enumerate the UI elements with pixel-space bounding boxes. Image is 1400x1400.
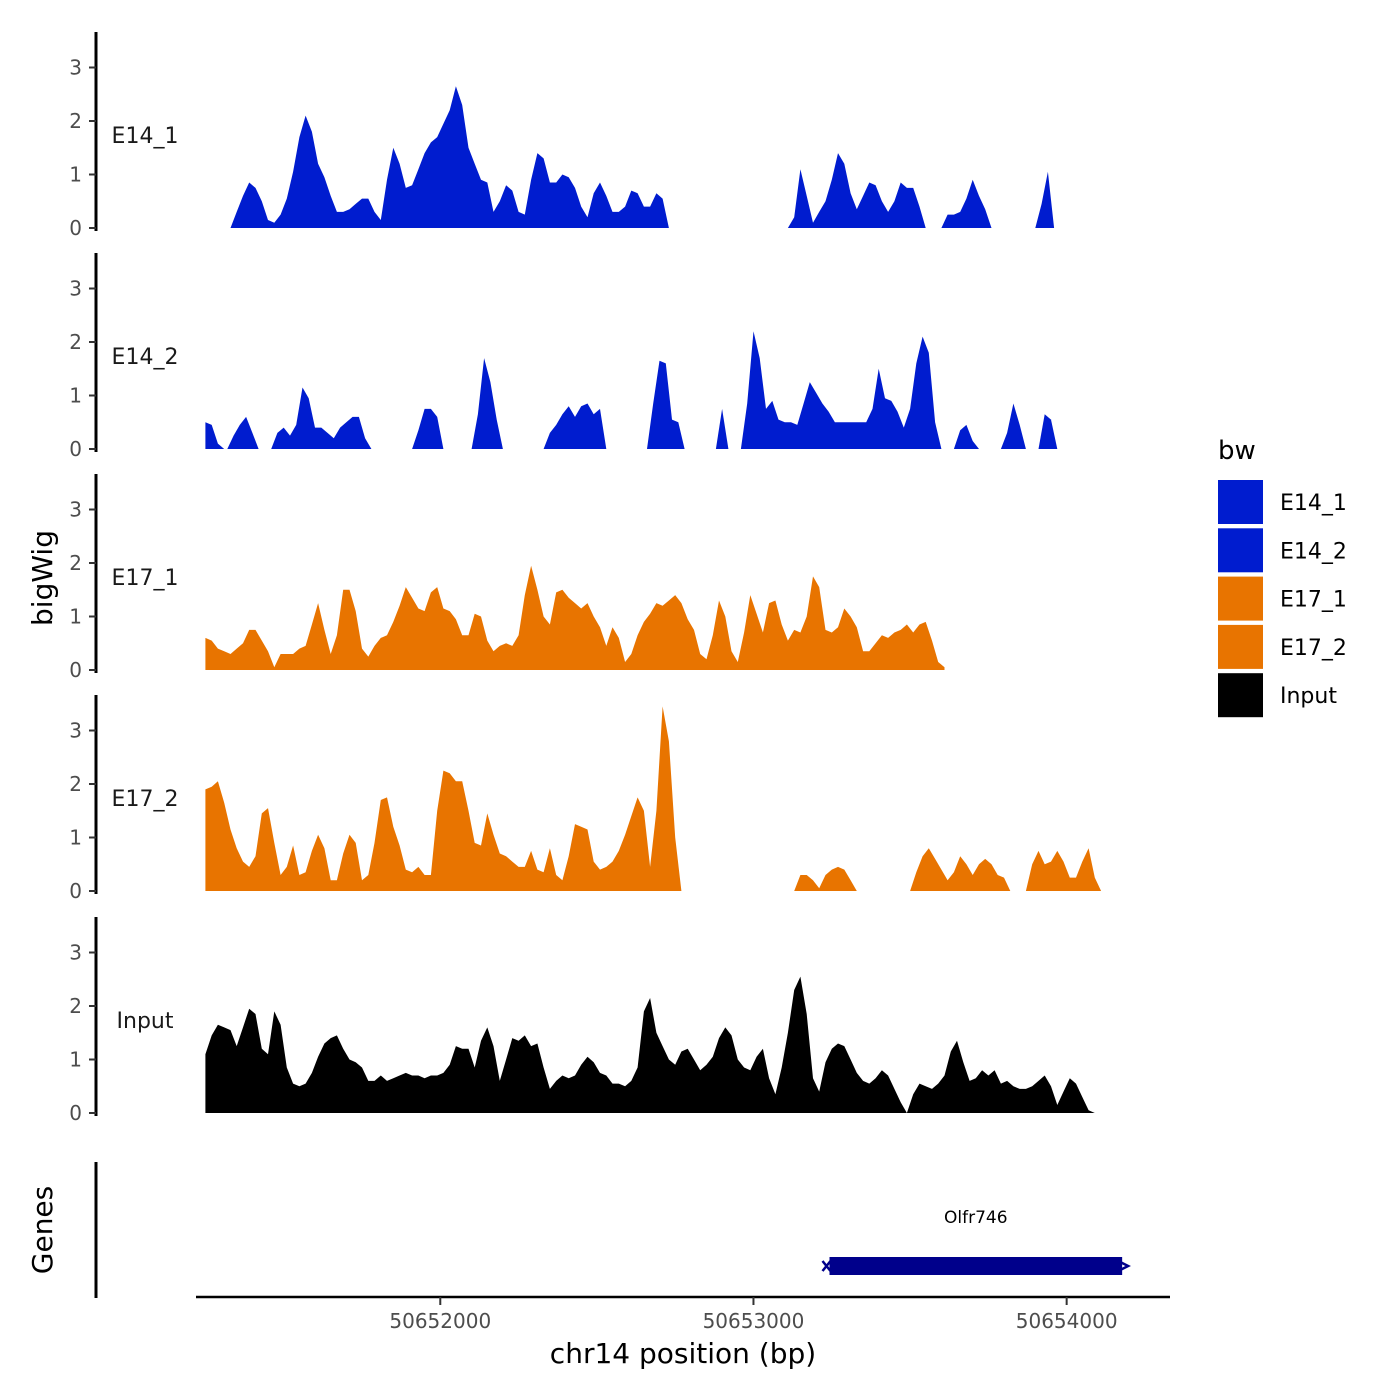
y-tick-label-e14-1-3: 3 [69, 56, 82, 80]
legend-items: E14_1 E14_2 E17_1 E17_2 Input [1218, 480, 1347, 718]
legend-swatch-e17-2 [1218, 624, 1263, 669]
y-tick-label-e17-2-0: 0 [69, 879, 82, 903]
y-tick-label-e17-2-3: 3 [69, 719, 82, 743]
legend-label-e17-1: E17_1 [1280, 588, 1347, 613]
area-e17-1-segment-1 [205, 565, 945, 670]
area-e14-2-segment-12 [1038, 414, 1058, 449]
x-ticks: 50652000 50653000 50654000 [389, 1297, 1118, 1333]
gene-body-olfr746 [829, 1257, 1123, 1275]
area-e14-2-segment-4 [412, 408, 444, 449]
x-tick-label-50652000: 50652000 [389, 1309, 491, 1333]
legend-swatch-input [1218, 673, 1263, 718]
area-e14-1-segment-3 [787, 153, 926, 228]
y-axis-title: bigWig [26, 530, 59, 626]
panel-e17-1: 0 1 2 3 E17_1 [69, 474, 945, 682]
area-e14-2-segment-3 [271, 387, 372, 449]
panel-label-e14-1: E14_1 [112, 124, 179, 149]
y-tick-label-e14-2-3: 3 [69, 277, 82, 301]
y-tick-label-e17-1-0: 0 [69, 658, 82, 682]
legend-label-e14-1: E14_1 [1280, 491, 1347, 516]
area-e17-2-segment-4 [1025, 848, 1102, 891]
panel-label-e14-2: E14_2 [112, 345, 179, 370]
legend: bw E14_1 E14_2 E17_1 E17_2 Input [1218, 436, 1347, 718]
legend-label-input: Input [1280, 684, 1337, 709]
y-tick-label-e14-1-1: 1 [69, 163, 82, 187]
gene-label-olfr746: Olfr746 [944, 1208, 1008, 1228]
y-tick-label-input-3: 3 [69, 941, 82, 965]
area-e14-1-segment-4 [941, 179, 992, 228]
area-input-segment-1 [205, 976, 1095, 1113]
y-tick-label-e14-2-1: 1 [69, 384, 82, 408]
y-tick-label-e14-2-0: 0 [69, 437, 82, 461]
x-tick-label-50653000: 50653000 [703, 1309, 805, 1333]
x-axis: 50652000 50653000 50654000 chr14 position … [196, 1295, 1170, 1370]
area-e14-2-segment-9 [740, 331, 942, 449]
area-e14-2-segment-5 [471, 358, 503, 449]
panel-input: 0 1 2 3 Input [69, 917, 1095, 1125]
panel-e17-2: 0 1 2 3 E17_2 [69, 695, 1102, 903]
area-e14-1-segment-2 [230, 86, 669, 228]
y-tick-label-e14-2-2: 2 [69, 330, 82, 354]
y-tick-label-input-0: 0 [69, 1101, 82, 1125]
panel-label-e17-1: E17_1 [112, 566, 179, 591]
x-axis-title: chr14 position (bp) [550, 1337, 816, 1370]
track-panels: 0 1 2 3 E14_1 0 1 2 3 E14_2 0 1 2 3 E17_1 0 1 2 3 E17_2 0 1 2 3… [69, 32, 1102, 1125]
gene-strand-marker-left [821, 1260, 832, 1272]
area-e14-2-segment-11 [1000, 403, 1026, 449]
area-e17-2-segment-2 [794, 866, 857, 891]
legend-title: bw [1218, 436, 1256, 466]
y-tick-label-e17-1-2: 2 [69, 551, 82, 575]
legend-swatch-e14-1 [1218, 480, 1263, 524]
panel-label-e17-2: E17_2 [112, 787, 179, 812]
legend-swatch-e17-1 [1218, 576, 1263, 621]
gene-strand-marker-right [1119, 1260, 1131, 1272]
area-e17-2-segment-1 [205, 706, 682, 891]
gene-track: Olfr746 Genes [26, 1162, 1131, 1298]
panel-e14-1: 0 1 2 3 E14_1 [69, 32, 1055, 240]
y-tick-label-e17-1-3: 3 [69, 498, 82, 522]
area-e14-2-segment-8 [715, 408, 729, 449]
panel-label-input: Input [117, 1009, 174, 1034]
area-e14-1-segment-5 [1035, 171, 1055, 228]
legend-label-e17-2: E17_2 [1280, 636, 1347, 661]
genes-axis-title: Genes [26, 1186, 59, 1274]
area-e14-2-segment-2 [227, 416, 259, 449]
y-tick-label-e17-1-1: 1 [69, 605, 82, 629]
y-tick-label-input-1: 1 [69, 1048, 82, 1072]
y-tick-label-e17-2-1: 1 [69, 826, 82, 850]
y-tick-label-e14-1-0: 0 [69, 216, 82, 240]
area-e14-2-segment-6 [543, 403, 607, 449]
legend-swatch-e14-2 [1218, 528, 1263, 573]
area-e14-2-segment-10 [953, 424, 979, 449]
area-e14-2-segment-7 [647, 360, 685, 449]
x-tick-label-50654000: 50654000 [1016, 1309, 1118, 1333]
panel-e14-2: 0 1 2 3 E14_2 [69, 253, 1058, 461]
y-tick-label-input-2: 2 [69, 994, 82, 1018]
y-tick-label-e14-1-2: 2 [69, 109, 82, 133]
y-tick-label-e17-2-2: 2 [69, 772, 82, 796]
area-e17-2-segment-3 [910, 848, 1011, 891]
area-e14-2-segment-1 [205, 422, 225, 449]
legend-label-e14-2: E14_2 [1280, 539, 1347, 564]
